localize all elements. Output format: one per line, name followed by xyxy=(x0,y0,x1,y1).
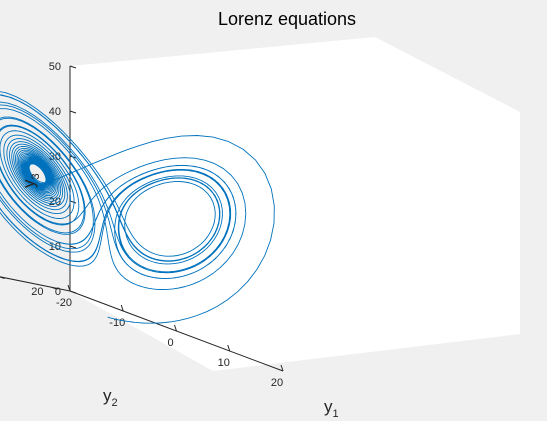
z-axis-label-subscript: 3 xyxy=(30,173,42,179)
z-tick-1 xyxy=(69,245,77,249)
x-tick-label-2: 0 xyxy=(167,337,173,349)
z-tick-4 xyxy=(69,110,77,114)
x-axis-label-subscript: 1 xyxy=(333,408,339,420)
z-tick-label-5: 50 xyxy=(49,61,61,73)
x-tick-label-0: -20 xyxy=(56,297,72,309)
plot-background xyxy=(70,37,520,371)
z-axis-label: y3 xyxy=(19,173,42,188)
y-axis-line xyxy=(0,276,71,292)
x-axis-label: y1 xyxy=(324,397,339,420)
x-tick-3 xyxy=(227,344,231,352)
z-tick-label-0: 0 xyxy=(55,286,61,298)
z-axis-label-main: y xyxy=(19,179,38,188)
z-tick-5 xyxy=(69,65,77,69)
x-tick-label-1: -10 xyxy=(109,317,125,329)
lorenz-trajectory-line xyxy=(0,91,275,324)
y-tick-1 xyxy=(0,276,5,279)
z-tick-2 xyxy=(69,200,77,204)
y-tick-label-2: 20 xyxy=(31,286,43,298)
y-axis-label: y2 xyxy=(103,386,118,409)
y-axis-label-subscript: 2 xyxy=(112,397,118,409)
z-tick-label-4: 40 xyxy=(49,106,61,118)
x-tick-0 xyxy=(67,284,71,292)
z-tick-0 xyxy=(69,290,77,294)
x-tick-4 xyxy=(280,364,284,372)
x-tick-2 xyxy=(174,324,177,332)
x-axis-label-main: y xyxy=(324,397,333,416)
x-tick-label-3: 10 xyxy=(218,357,230,369)
y-tick-2 xyxy=(51,286,58,290)
chart-title: Lorenz equations xyxy=(218,9,356,29)
x-tick-1 xyxy=(120,304,124,312)
x-tick-label-4: 20 xyxy=(271,377,283,389)
y-axis-label-main: y xyxy=(103,386,112,405)
